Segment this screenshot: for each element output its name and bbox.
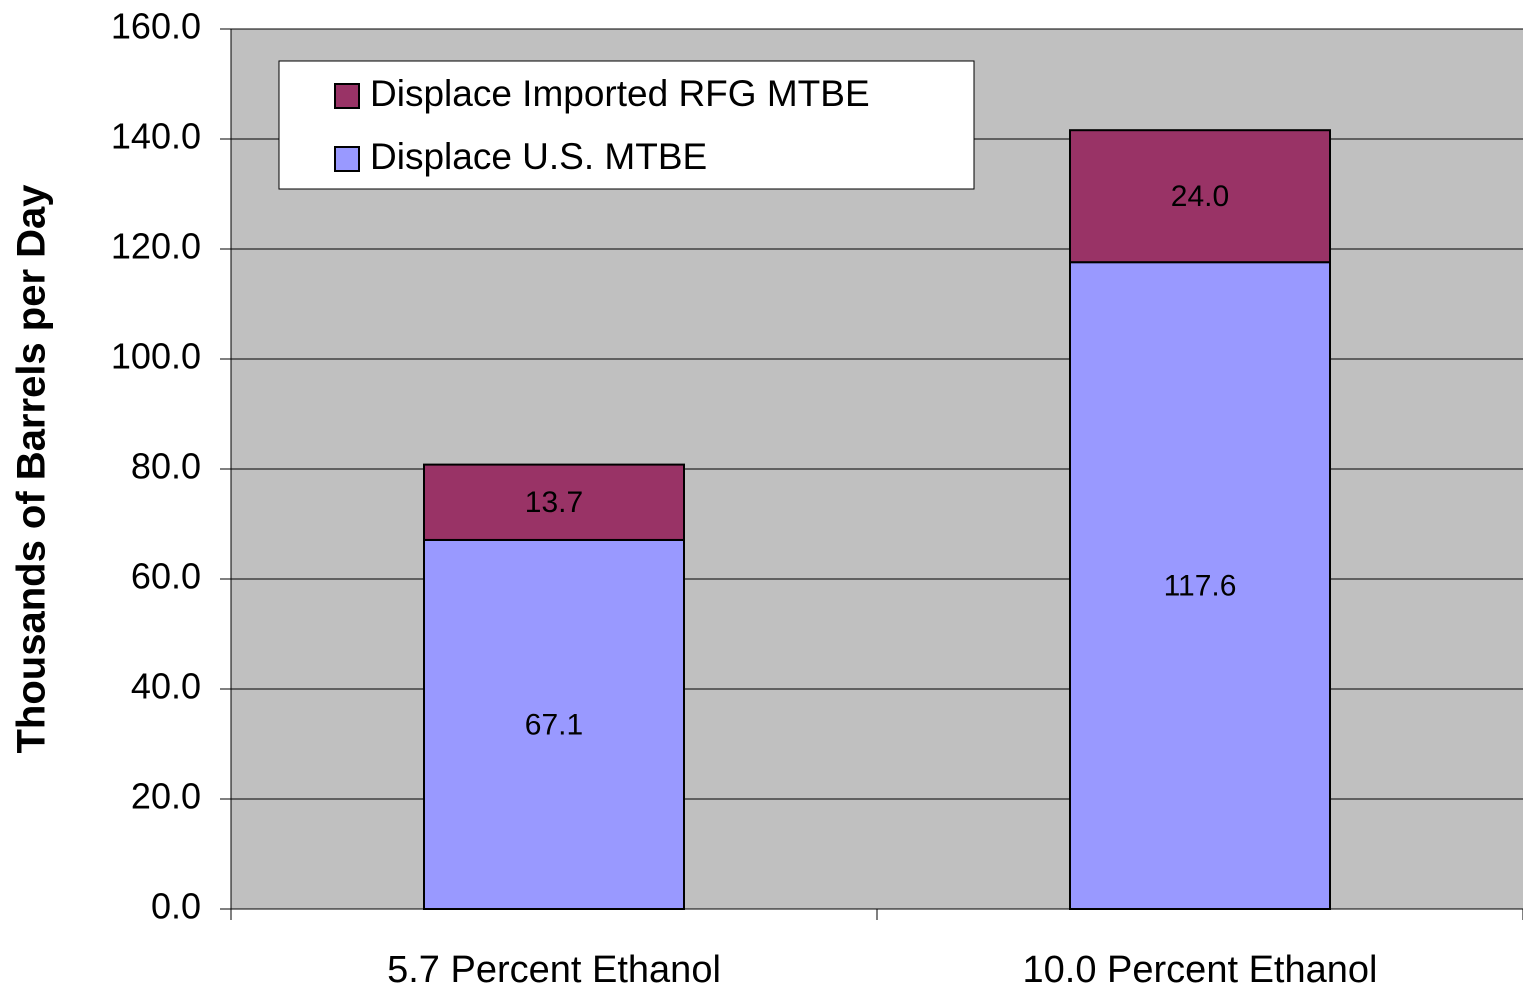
bar-segment (1069, 129, 1331, 264)
y-tick-label: 100.0 (111, 336, 201, 377)
legend-swatch (334, 83, 360, 109)
legend-swatch (334, 146, 360, 172)
legend-label: Displace U.S. MTBE (370, 136, 707, 177)
data-label: 67.1 (525, 708, 583, 741)
legend: Displace Imported RFG MTBE Displace U.S. … (278, 60, 975, 190)
legend-box (278, 60, 975, 190)
legend-label: Displace Imported RFG MTBE (370, 73, 870, 114)
y-tick-label: 160.0 (111, 6, 201, 47)
axes: 0.0 20.0 40.0 60.0 80.0 100.0 120.0 140.0 160.0 5… (111, 6, 1523, 991)
y-tick-label: 140.0 (111, 116, 201, 157)
x-tick-label: 5.7 Percent Ethanol (387, 949, 721, 991)
y-axis-label: Thousands of Barrels per Day (10, 184, 54, 754)
y-tick-label: 120.0 (111, 226, 201, 267)
data-label: 24.0 (1171, 180, 1229, 213)
x-tick-label: 10.0 Percent Ethanol (1023, 949, 1378, 991)
y-tick-label: 0.0 (151, 886, 201, 927)
data-label: 117.6 (1164, 570, 1237, 603)
y-tick-label: 80.0 (131, 446, 201, 487)
y-tick-label: 20.0 (131, 776, 201, 817)
data-label: 13.7 (525, 486, 583, 519)
y-tick-label: 60.0 (131, 556, 201, 597)
y-tick-label: 40.0 (131, 666, 201, 707)
bar-segment (423, 463, 685, 541)
bar-segment (423, 538, 685, 910)
bars: 67.1 13.7 117.6 24.0 (423, 129, 1331, 910)
